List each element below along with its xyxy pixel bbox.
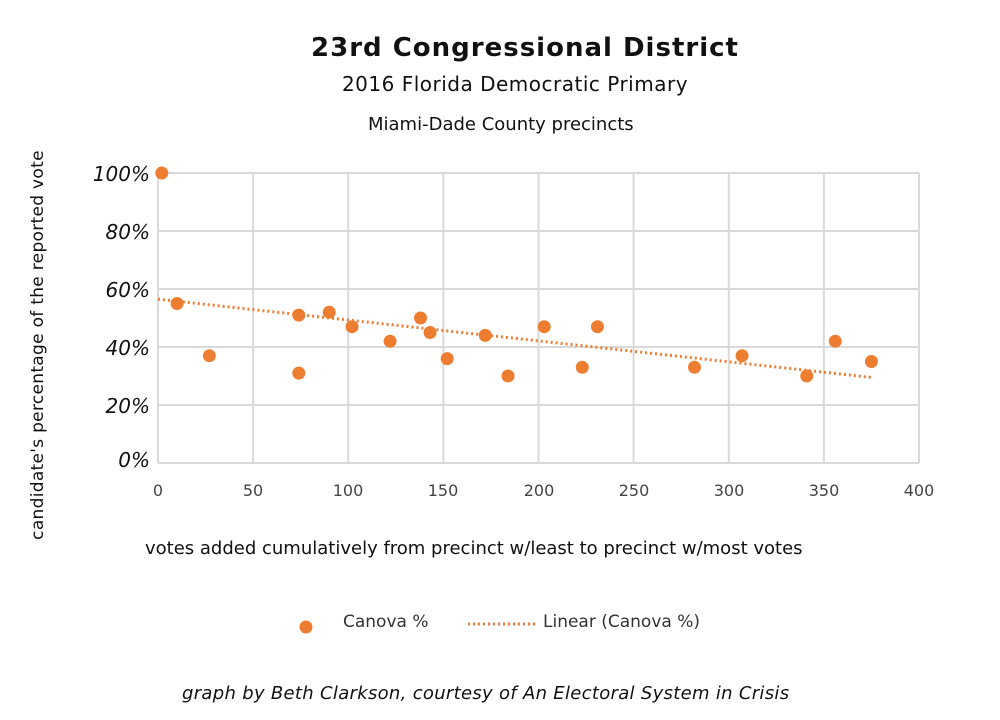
y-tick-label: 60% xyxy=(105,278,150,302)
data-point xyxy=(440,352,454,366)
data-point xyxy=(864,355,878,368)
data-point xyxy=(688,360,702,374)
data-point xyxy=(345,320,359,334)
data-point xyxy=(322,305,336,319)
data-point xyxy=(800,369,814,383)
y-tick-label: 100% xyxy=(92,162,150,186)
data-point xyxy=(575,360,589,374)
data-point xyxy=(292,366,306,380)
x-axis-label: votes added cumulatively from precinct w… xyxy=(145,538,803,559)
x-tick-label: 350 xyxy=(808,481,840,500)
chart-subtitle: 2016 Florida Democratic Primary xyxy=(341,72,689,96)
x-tick-label: 0 xyxy=(152,481,164,500)
data-point xyxy=(735,349,749,363)
chart-title: 23rd Congressional District xyxy=(311,33,739,63)
x-tick-label: 100 xyxy=(332,481,364,500)
data-point xyxy=(423,326,437,339)
data-point xyxy=(501,369,515,383)
legend-label-trendline: Linear (Canova %) xyxy=(543,612,701,632)
legend-label-series: Canova % xyxy=(343,612,429,632)
data-point xyxy=(590,320,604,334)
data-point xyxy=(828,334,842,348)
trendline xyxy=(157,297,872,379)
legend-marker-series xyxy=(299,620,313,634)
x-tick-label: 200 xyxy=(523,481,555,500)
data-point xyxy=(537,320,551,334)
x-tick-label: 250 xyxy=(618,481,650,500)
x-tick-label: 150 xyxy=(427,481,459,500)
data-point xyxy=(155,166,169,180)
y-tick-label: 80% xyxy=(105,220,150,244)
y-tick-label: 0% xyxy=(118,448,150,472)
chart-credit: graph by Beth Clarkson, courtesy of An E… xyxy=(182,683,790,704)
data-point xyxy=(478,328,492,342)
data-point xyxy=(202,349,216,363)
x-tick-label: 300 xyxy=(713,481,745,500)
y-tick-label: 20% xyxy=(105,394,150,418)
data-point xyxy=(170,297,184,310)
y-tick-label: 40% xyxy=(105,336,150,360)
data-point xyxy=(383,334,397,348)
data-point xyxy=(292,308,306,322)
data-point xyxy=(414,311,428,325)
chart-subtitle-secondary: Miami-Dade County precincts xyxy=(368,114,634,135)
x-tick-label: 400 xyxy=(903,481,935,500)
x-tick-label: 50 xyxy=(242,481,264,500)
